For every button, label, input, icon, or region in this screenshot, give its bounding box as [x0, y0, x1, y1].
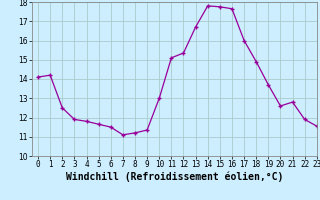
X-axis label: Windchill (Refroidissement éolien,°C): Windchill (Refroidissement éolien,°C) [66, 172, 283, 182]
